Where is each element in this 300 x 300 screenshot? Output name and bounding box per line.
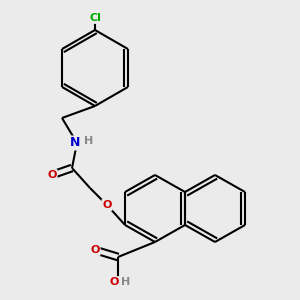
Text: H: H (84, 136, 94, 146)
Text: Cl: Cl (89, 13, 101, 23)
Text: O: O (102, 200, 112, 210)
Text: H: H (121, 277, 130, 287)
Text: O: O (110, 277, 119, 287)
Text: N: N (69, 136, 80, 149)
Text: O: O (90, 245, 100, 255)
Text: O: O (47, 170, 57, 180)
